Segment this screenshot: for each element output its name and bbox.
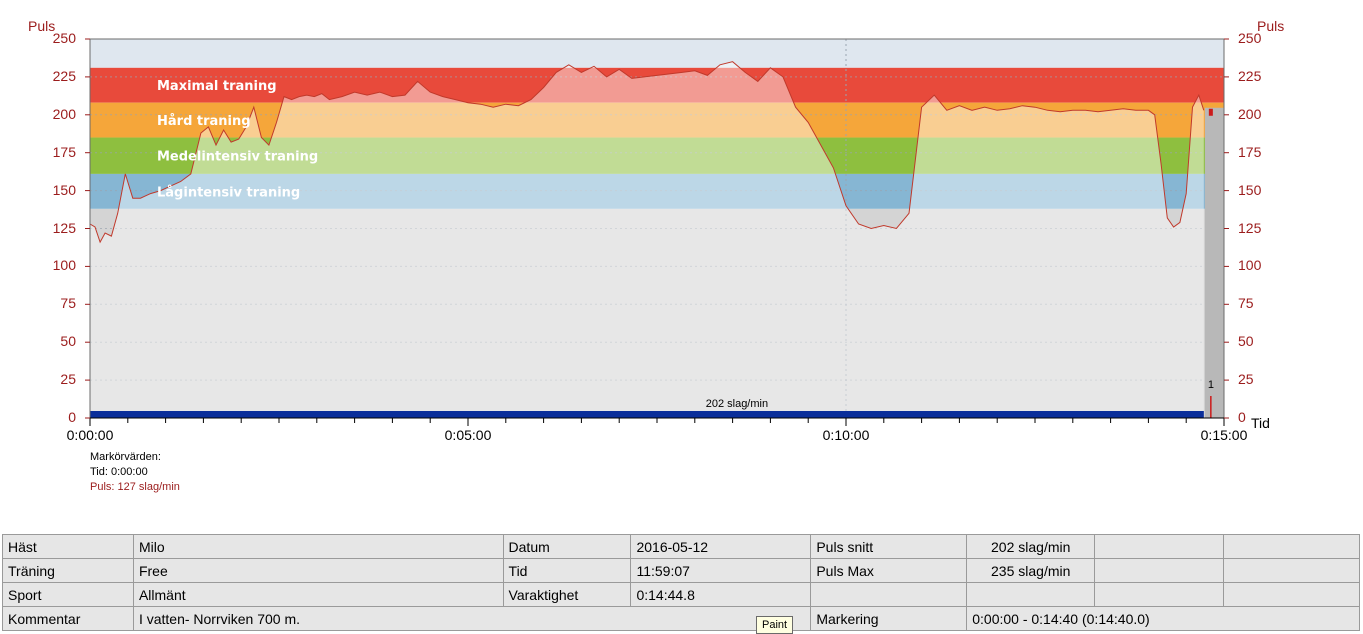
y-tick-label: 200: [1238, 105, 1262, 122]
y-tick-label: 75: [1238, 295, 1254, 312]
x-axis-title: Tid: [1251, 415, 1270, 431]
pulse-line: [89, 61, 1205, 244]
session-info-table: Häst Milo Datum 2016-05-12 Puls snitt 20…: [2, 534, 1360, 631]
value-selection: 0:00:00 - 0:14:40 (0:14:40.0): [966, 606, 1360, 631]
y-tick-label: 100: [52, 257, 76, 274]
y-tick-label: 0: [1238, 409, 1246, 425]
label-horse: Häst: [2, 534, 134, 559]
pulse-area: [90, 61, 1204, 418]
y-tick-label: 200: [52, 105, 76, 122]
y-tick-label: 50: [60, 333, 76, 350]
label-duration: Varaktighet: [502, 582, 632, 607]
y-tick-label: 125: [1238, 219, 1262, 236]
zone-band: [90, 67, 1224, 103]
zone-band: [90, 102, 1224, 138]
y-tick-label: 25: [1238, 371, 1254, 388]
table-row: Häst Milo Datum 2016-05-12 Puls snitt 20…: [2, 534, 1360, 559]
label-comment: Kommentar: [2, 606, 134, 631]
value-avg-pulse: 202 slag/min: [966, 534, 1096, 559]
value-horse: Milo: [132, 534, 504, 559]
end-region: [1204, 107, 1224, 418]
x-tick-label: 0:05:00: [444, 427, 492, 443]
end-marker: [1208, 108, 1213, 116]
x-tick-label: 0:15:00: [1200, 427, 1248, 443]
marker-values-title: Markörvärden:: [90, 451, 161, 463]
marker-pulse: Puls: 127 slag/min: [90, 481, 180, 493]
tooltip: Paint: [756, 616, 794, 634]
x-tick-label: 0:10:00: [822, 427, 870, 443]
value-time: 11:59:07: [630, 558, 812, 583]
y-tick-label: 225: [1238, 67, 1262, 84]
label-training: Träning: [2, 558, 134, 583]
pulse-chart[interactable]: Maximal traning Hård traning Medelintensiv…: [0, 0, 1363, 460]
empty-cell: [810, 582, 968, 607]
y-tick-label: 175: [1238, 143, 1262, 160]
y-axis-title-left: Puls: [28, 18, 56, 34]
zone-label: Maximal traning: [157, 79, 277, 94]
y-tick-label: 100: [1238, 257, 1262, 274]
marker-number: 1: [1208, 379, 1214, 391]
label-time: Tid: [502, 558, 632, 583]
label-selection: Markering: [810, 606, 968, 631]
table-row: Sport Allmänt Varaktighet 0:14:44.8: [2, 582, 1360, 607]
empty-cell: [966, 582, 1096, 607]
value-comment: I vatten- Norrviken 700 m.: [132, 606, 812, 631]
y-tick-label: 0: [68, 409, 76, 425]
y-tick-label: 175: [52, 143, 76, 160]
value-duration: 0:14:44.8: [630, 582, 812, 607]
empty-cell: [1223, 534, 1360, 559]
value-max-pulse: 235 slag/min: [966, 558, 1096, 583]
y-tick-label: 50: [1238, 333, 1254, 350]
label-date: Datum: [502, 534, 632, 559]
label-sport: Sport: [2, 582, 134, 607]
average-label: 202 slag/min: [706, 398, 768, 410]
y-tick-label: 225: [52, 67, 76, 84]
table-row: Kommentar I vatten- Norrviken 700 m. Mar…: [2, 606, 1360, 631]
value-sport: Allmänt: [132, 582, 504, 607]
value-date: 2016-05-12: [630, 534, 812, 559]
zone-band: [90, 137, 1224, 174]
average-bar: [90, 411, 1204, 418]
y-tick-label: 250: [1238, 30, 1262, 46]
zone-label: Lågintensiv traning: [157, 185, 300, 200]
marker-time: Tid: 0:00:00: [90, 466, 148, 478]
value-training: Free: [132, 558, 504, 583]
y-tick-label: 250: [52, 30, 76, 46]
y-axis-title-right: Puls: [1257, 18, 1285, 34]
x-tick-label: 0:00:00: [66, 427, 114, 443]
empty-cell: [1223, 558, 1360, 583]
empty-cell: [1094, 534, 1225, 559]
marker-values: Markörvärden: Tid: 0:00:00 Puls: 127 sla…: [90, 450, 180, 495]
label-max-pulse: Puls Max: [810, 558, 968, 583]
empty-cell: [1223, 582, 1360, 607]
zone-label: Hård traning: [157, 114, 251, 129]
empty-cell: [1094, 558, 1225, 583]
y-tick-label: 25: [60, 371, 76, 388]
y-tick-label: 125: [52, 219, 76, 236]
empty-cell: [1094, 582, 1225, 607]
y-tick-label: 75: [60, 295, 76, 312]
plot-background-top: [90, 39, 1224, 68]
y-tick-label: 150: [52, 181, 76, 198]
y-tick-label: 150: [1238, 181, 1262, 198]
plot-background-bottom: [90, 208, 1224, 418]
zone-label: Medelintensiv traning: [157, 150, 318, 165]
zone-band: [90, 173, 1224, 209]
table-row: Träning Free Tid 11:59:07 Puls Max 235 s…: [2, 558, 1360, 583]
label-avg-pulse: Puls snitt: [810, 534, 968, 559]
